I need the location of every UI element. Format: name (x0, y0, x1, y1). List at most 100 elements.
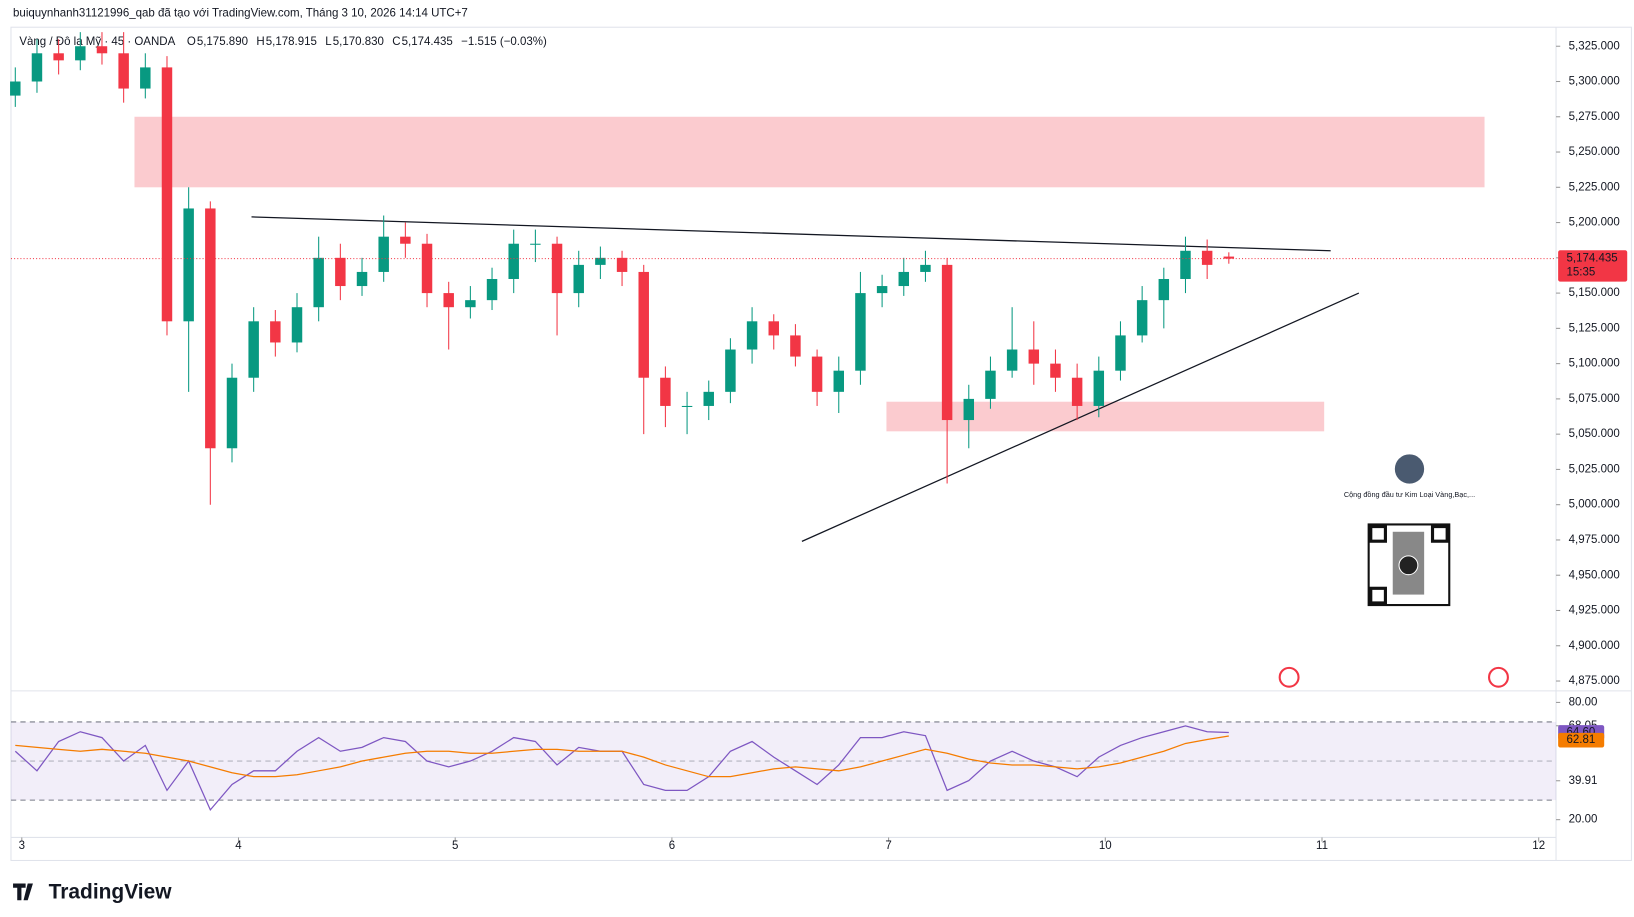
x-tick-label: 7 (885, 840, 891, 852)
candle-body (31, 53, 43, 82)
y-tick-label: 5,225.000 (1569, 181, 1620, 193)
candle-body (53, 53, 64, 61)
rsi-tick-label: 20.00 (1569, 814, 1598, 826)
candle-body (508, 243, 519, 279)
candle-body (486, 278, 498, 301)
brand-name: TradingView (49, 880, 173, 903)
candle-body (746, 321, 758, 350)
candle-body (1028, 349, 1040, 364)
last-price-label: 5,174.435 (1567, 253, 1618, 265)
y-tick-label: 5,025.000 (1569, 463, 1620, 475)
x-tick-label: 3 (19, 840, 25, 852)
candle-body (1136, 300, 1148, 336)
countdown: 15:35 (1567, 266, 1596, 278)
qr-card: Cộng đồng đầu tư Kim Loại Vàng,Bạc,... (1344, 454, 1475, 607)
event-flag[interactable] (1278, 666, 1300, 688)
qr-corner (1369, 586, 1387, 605)
y-tick-label: 5,325.000 (1569, 40, 1620, 52)
rsi-last-label: 62.81 (1567, 734, 1596, 746)
candle-body (183, 208, 194, 322)
y-tick-label: 5,050.000 (1569, 428, 1620, 440)
event-flag[interactable] (1488, 666, 1509, 688)
candle-body (941, 264, 953, 421)
card-text: Cộng đồng đầu tư Kim Loại Vàng,Bạc,... (1344, 490, 1475, 499)
created-by: buiquynhanh31121996_qab đã tạo với Tradi… (13, 8, 468, 20)
candle-body (1201, 250, 1213, 265)
rsi-last-box (1558, 732, 1605, 748)
candle-body (205, 208, 216, 449)
change: −1.515 (−0.03%) (461, 36, 547, 48)
candle-body (313, 257, 324, 308)
candle-body (681, 405, 693, 407)
candle-body (270, 321, 281, 343)
candle-body (1050, 363, 1061, 378)
qr-logo (1398, 555, 1419, 576)
y-tick-label: 4,975.000 (1569, 534, 1620, 546)
avatar (1394, 454, 1425, 484)
candle-body (10, 81, 21, 96)
candle-body (530, 243, 541, 245)
candle-body (1115, 335, 1126, 371)
trendline (801, 292, 1360, 542)
candle-body (335, 257, 346, 287)
brand-logo (13, 883, 33, 901)
candle-body (291, 307, 303, 343)
ohlc-key: L (325, 36, 332, 48)
y-tick-label: 5,275.000 (1569, 111, 1620, 123)
candle-body (963, 398, 975, 421)
zone (134, 116, 1485, 188)
ohlc-value: 5,175.890 (197, 36, 248, 48)
candle-body (378, 236, 389, 272)
ohlc-key: H (256, 36, 264, 48)
candle-body (226, 377, 238, 449)
last-price-box (1558, 250, 1628, 282)
x-tick-label: 6 (669, 840, 675, 852)
ohlc-value: 5,170.830 (333, 36, 384, 48)
candle-body (465, 300, 476, 308)
rsi-line (15, 735, 1229, 778)
symbol: Vàng / Đô la Mỹ · 45 · OANDA (19, 36, 175, 48)
x-tick-label: 11 (1316, 840, 1328, 852)
candle-body (703, 391, 714, 406)
ohlc-key: C (392, 36, 400, 48)
candle-body (725, 349, 736, 392)
candle-body (876, 286, 888, 294)
y-tick-label: 5,125.000 (1569, 322, 1620, 334)
y-tick-label: 5,100.000 (1569, 358, 1620, 370)
x-tick-label: 12 (1532, 840, 1545, 852)
candle-body (855, 293, 866, 371)
ohlc-value: 5,178.915 (266, 36, 317, 48)
candle-body (1180, 250, 1191, 279)
rsi-tick-label: 39.91 (1569, 775, 1598, 787)
candle-body (898, 271, 910, 287)
candle-body (985, 370, 996, 399)
ohlc-key: O (187, 36, 196, 48)
ohlc-value: 5,174.435 (402, 36, 453, 48)
candle-body (1071, 377, 1083, 406)
qr-corner (1369, 524, 1387, 543)
candle-body (811, 356, 823, 392)
candle-body (790, 335, 801, 357)
candle-body (96, 46, 108, 54)
candle-body (1158, 278, 1170, 301)
y-tick-label: 4,875.000 (1569, 675, 1620, 687)
candle-body (161, 67, 173, 322)
candle-body (660, 377, 671, 406)
candle-body (833, 370, 844, 392)
trendline (251, 216, 1331, 252)
y-tick-label: 5,000.000 (1569, 499, 1620, 511)
candle-body (118, 53, 129, 89)
candle-body (356, 271, 368, 287)
candle-body (595, 257, 606, 265)
y-tick-label: 5,250.000 (1569, 146, 1620, 158)
y-tick-label: 5,300.000 (1569, 76, 1620, 88)
brand: TradingView (13, 880, 172, 903)
rsi-tick-label: 80.00 (1569, 696, 1598, 708)
y-tick-label: 4,925.000 (1569, 605, 1620, 617)
qr-corner (1430, 524, 1449, 543)
candle-body (768, 321, 779, 336)
candle-body (400, 236, 411, 244)
candle-body (421, 243, 433, 294)
rsi-last-label: 64.60 (1567, 727, 1596, 739)
